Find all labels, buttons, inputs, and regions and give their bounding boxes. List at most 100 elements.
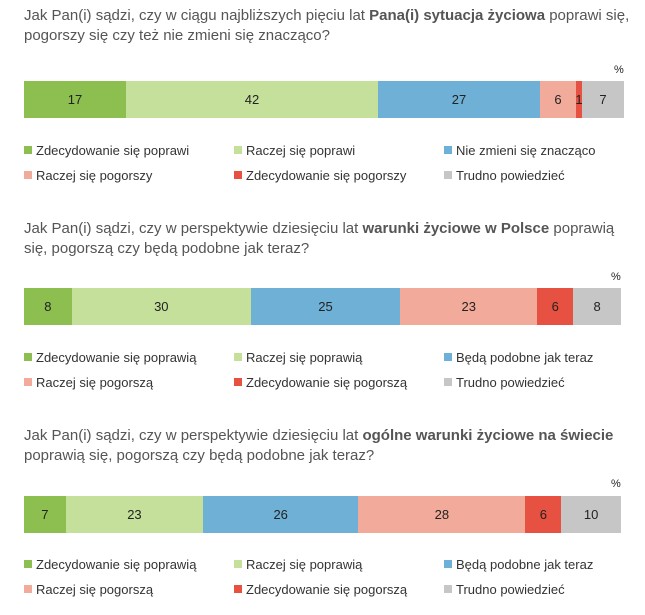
legend-label: Trudno powiedzieć xyxy=(456,374,565,390)
legend-label: Będą podobne jak teraz xyxy=(456,556,594,572)
legend-label: Zdecydowanie się pogorszy xyxy=(246,167,407,183)
legend-swatch xyxy=(24,378,32,386)
data-label: 10 xyxy=(583,507,599,522)
bar-segment-zdecydowanie-sie-poprawi: 17 xyxy=(24,81,126,118)
question-1-part-a: Jak Pan(i) sądzi, czy w ciągu najbliższy… xyxy=(24,7,370,24)
bar-segment-trudno-powiedziec: 10 xyxy=(561,496,621,533)
question-3-highlight: ogólne warunki życiowe na świecie xyxy=(362,427,614,444)
legend-label: Raczej się poprawią xyxy=(246,556,363,572)
legend-swatch xyxy=(24,585,32,593)
legend-label: Zdecydowanie się poprawią xyxy=(36,556,197,572)
stacked-bar-2: 8 30 25 23 6 8 xyxy=(24,288,621,325)
legend-item-zdecydowanie-sie-pogorsza: Zdecydowanie się pogorszą xyxy=(234,375,444,390)
legend-row: Zdecydowanie się poprawią Raczej się popr… xyxy=(24,554,634,574)
question-3-part-a: Jak Pan(i) sądzi, czy w perspektywie dzi… xyxy=(24,427,363,444)
legend-swatch xyxy=(444,171,452,179)
bar-segment-raczej-sie-poprawia: 23 xyxy=(65,496,204,533)
data-label: 8 xyxy=(593,299,601,314)
percent-label-1: % xyxy=(614,64,624,76)
legend-row: Raczej się pogorszą Zdecydowanie się pogo… xyxy=(24,372,634,392)
legend-label: Zdecydowanie się poprawią xyxy=(36,349,197,365)
bar-segment-raczej-sie-pogorszy: 6 xyxy=(540,81,576,118)
legend-2: Zdecydowanie się poprawią Raczej się popr… xyxy=(24,347,634,392)
bar-segment-trudno-powiedziec: 7 xyxy=(582,81,624,118)
legend-item-raczej-sie-poprawia: Raczej się poprawią xyxy=(234,557,444,572)
legend-item-raczej-sie-pogorsza: Raczej się pogorszą xyxy=(24,375,234,390)
legend-row: Zdecydowanie się poprawi Raczej się popra… xyxy=(24,140,634,160)
legend-swatch xyxy=(24,560,32,568)
legend-swatch xyxy=(234,171,242,179)
legend-label: Raczej się pogorszą xyxy=(36,374,154,390)
legend-swatch xyxy=(444,146,452,154)
percent-label-2: % xyxy=(611,271,621,283)
bar-segment-raczej-sie-pogorsza: 28 xyxy=(358,496,526,533)
bar-segment-beda-podobne-jak-teraz: 26 xyxy=(203,496,359,533)
legend-label: Będą podobne jak teraz xyxy=(456,349,594,365)
legend-1: Zdecydowanie się poprawi Raczej się popra… xyxy=(24,140,634,185)
data-label: 42 xyxy=(244,92,260,107)
legend-item-zdecydowanie-sie-poprawia: Zdecydowanie się poprawią xyxy=(24,350,234,365)
data-label: 7 xyxy=(41,507,49,522)
legend-item-raczej-sie-poprawi: Raczej się poprawi xyxy=(234,143,444,158)
legend-swatch xyxy=(444,353,452,361)
legend-swatch xyxy=(234,378,242,386)
data-label: 17 xyxy=(67,92,83,107)
legend-item-trudno-powiedziec: Trudno powiedzieć xyxy=(444,168,634,183)
legend-item-raczej-sie-pogorszy: Raczej się pogorszy xyxy=(24,168,234,183)
bar-segment-beda-podobne-jak-teraz: 25 xyxy=(250,288,401,325)
legend-row: Raczej się pogorszy Zdecydowanie się pogo… xyxy=(24,165,634,185)
bar-segment-zdecydowanie-sie-pogorsza: 6 xyxy=(525,496,562,533)
legend-item-trudno-powiedziec: Trudno powiedzieć xyxy=(444,582,634,597)
legend-item-beda-podobne-jak-teraz: Będą podobne jak teraz xyxy=(444,350,634,365)
question-3: Jak Pan(i) sądzi, czy w perspektywie dzi… xyxy=(24,426,634,466)
data-label: 26 xyxy=(273,507,288,522)
bar-segment-raczej-sie-pogorsza: 23 xyxy=(400,288,538,325)
bar-segment-trudno-powiedziec: 8 xyxy=(573,288,621,325)
legend-swatch xyxy=(234,585,242,593)
legend-row: Raczej się pogorszą Zdecydowanie się pogo… xyxy=(24,579,634,599)
bar-segment-zdecydowanie-sie-pogorszy: 1 xyxy=(575,81,583,118)
legend-item-zdecydowanie-sie-pogorsza: Zdecydowanie się pogorszą xyxy=(234,582,444,597)
legend-swatch xyxy=(234,146,242,154)
legend-label: Trudno powiedzieć xyxy=(456,581,565,597)
legend-label: Raczej się poprawią xyxy=(246,349,363,365)
legend-row: Zdecydowanie się poprawią Raczej się popr… xyxy=(24,347,634,367)
data-label: 6 xyxy=(554,92,562,107)
percent-label-3: % xyxy=(611,478,621,490)
legend-swatch xyxy=(24,171,32,179)
data-label: 27 xyxy=(451,92,467,107)
data-label: 1 xyxy=(575,92,583,107)
legend-item-raczej-sie-poprawia: Raczej się poprawią xyxy=(234,350,444,365)
bar-segment-raczej-sie-poprawia: 30 xyxy=(71,288,251,325)
legend-swatch xyxy=(234,560,242,568)
bar-segment-zdecydowanie-sie-poprawia: 7 xyxy=(24,496,66,533)
legend-item-zdecydowanie-sie-poprawi: Zdecydowanie się poprawi xyxy=(24,143,234,158)
legend-label: Trudno powiedzieć xyxy=(456,167,565,183)
legend-item-zdecydowanie-sie-pogorszy: Zdecydowanie się pogorszy xyxy=(234,168,444,183)
question-3-part-c: poprawią się, pogorszą czy będą podobne … xyxy=(24,447,375,464)
legend-item-raczej-sie-pogorsza: Raczej się pogorszą xyxy=(24,582,234,597)
legend-swatch xyxy=(444,378,452,386)
data-label: 6 xyxy=(539,507,547,522)
data-label: 30 xyxy=(154,299,169,314)
legend-label: Zdecydowanie się pogorszą xyxy=(246,374,408,390)
data-label: 23 xyxy=(127,507,142,522)
legend-label: Raczej się pogorszą xyxy=(36,581,154,597)
legend-label: Raczej się poprawi xyxy=(246,142,356,158)
bar-segment-zdecydowanie-sie-pogorsza: 6 xyxy=(537,288,574,325)
data-label: 23 xyxy=(461,299,476,314)
legend-label: Zdecydowanie się pogorszą xyxy=(246,581,408,597)
legend-swatch xyxy=(234,353,242,361)
legend-item-nie-zmieni-sie-znaczaco: Nie zmieni się znacząco xyxy=(444,143,634,158)
stacked-bar-1: 17 42 27 6 1 7 xyxy=(24,81,624,118)
legend-item-zdecydowanie-sie-poprawia: Zdecydowanie się poprawią xyxy=(24,557,234,572)
legend-item-trudno-powiedziec: Trudno powiedzieć xyxy=(444,375,634,390)
data-label: 6 xyxy=(551,299,559,314)
legend-label: Nie zmieni się znacząco xyxy=(456,142,596,158)
data-label: 7 xyxy=(599,92,607,107)
bar-segment-zdecydowanie-sie-poprawia: 8 xyxy=(24,288,72,325)
question-2-highlight: warunki życiowe w Polsce xyxy=(362,220,550,237)
question-1-highlight: Pana(i) sytuacja życiowa xyxy=(369,7,546,24)
data-label: 8 xyxy=(44,299,52,314)
question-1-part-c: poprawi się, pogorszy się czy też nie zm… xyxy=(24,7,630,44)
